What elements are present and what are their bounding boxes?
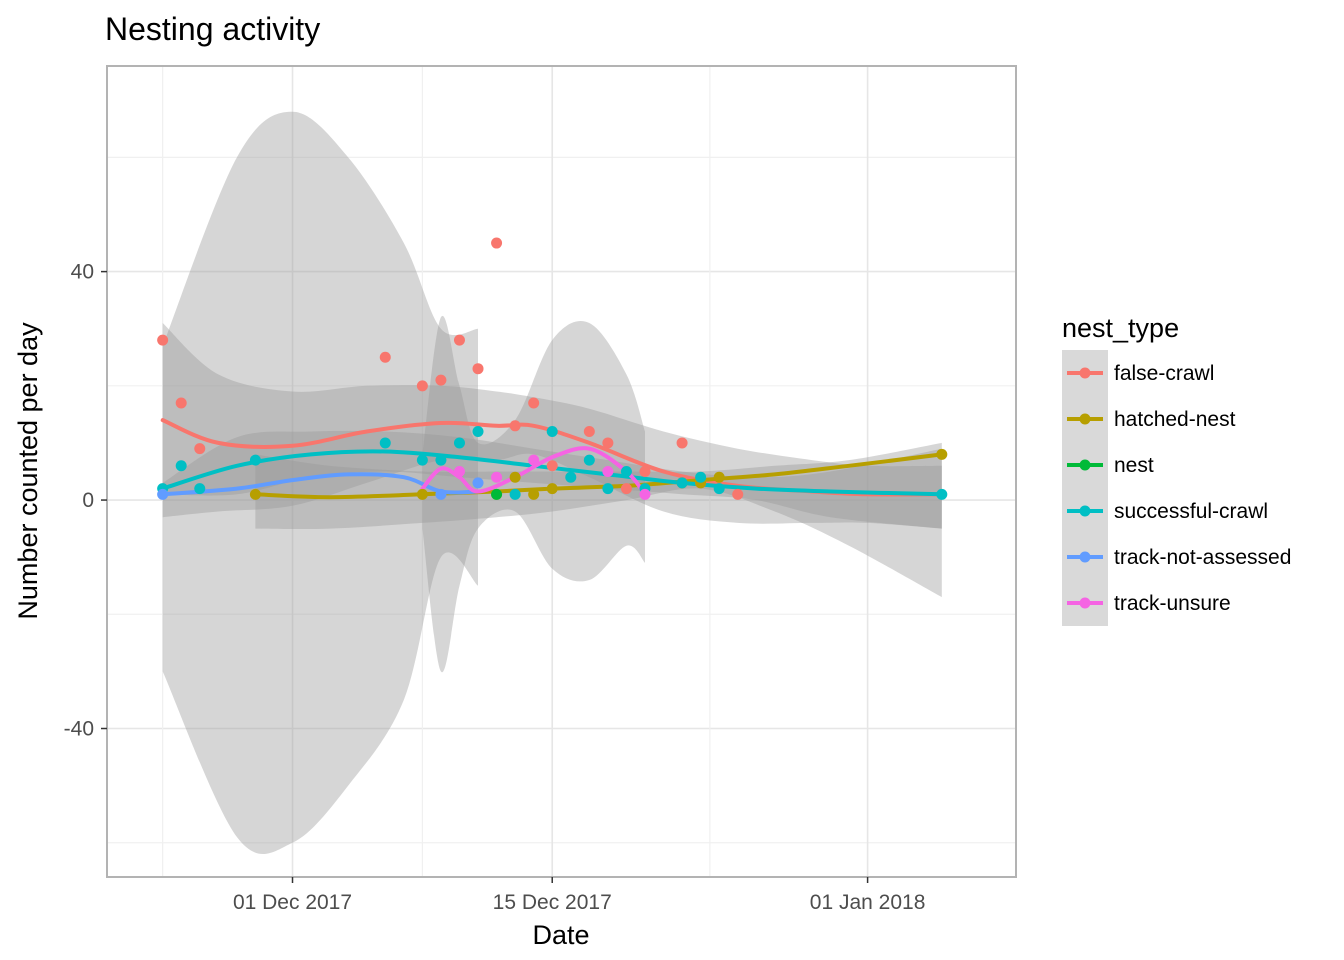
point-track-not-assessed <box>157 488 169 500</box>
data-points <box>157 237 948 500</box>
point-hatched-nest <box>713 471 725 483</box>
point-track-unsure <box>453 466 465 477</box>
legend-label-track-not-assessed: track-not-assessed <box>1114 546 1291 569</box>
legend-key-background <box>1062 350 1108 626</box>
point-false-crawl <box>583 426 595 438</box>
point-hatched-nest <box>936 448 948 460</box>
point-track-not-assessed <box>472 477 484 489</box>
point-successful-crawl <box>379 437 391 449</box>
point-successful-crawl <box>676 477 688 489</box>
point-successful-crawl <box>602 483 614 495</box>
point-successful-crawl <box>416 454 428 466</box>
point-successful-crawl <box>453 437 465 449</box>
legend-key-point-track-not-assessed <box>1079 551 1091 563</box>
x-axis-ticks: 01 Dec 2017 15 Dec 2017 01 Jan 2018 <box>233 877 925 914</box>
point-successful-crawl <box>713 483 725 495</box>
point-successful-crawl <box>194 483 206 495</box>
point-false-crawl <box>732 488 744 500</box>
legend-key-point-false-crawl <box>1079 367 1091 379</box>
point-successful-crawl <box>249 454 261 466</box>
legend-key-point-track-unsure <box>1079 597 1091 609</box>
legend-label-track-unsure: track-unsure <box>1114 592 1231 615</box>
legend-key-point-nest <box>1079 459 1091 471</box>
point-track-unsure <box>528 454 540 466</box>
legend-label-nest: nest <box>1114 454 1154 477</box>
legend-title: nest_type <box>1062 313 1179 343</box>
point-successful-crawl <box>695 471 707 483</box>
point-track-unsure <box>639 488 651 500</box>
x-tick-label: 01 Jan 2018 <box>810 891 926 914</box>
point-successful-crawl <box>509 488 521 500</box>
x-tick-label: 15 Dec 2017 <box>493 891 612 914</box>
point-false-crawl <box>676 437 688 449</box>
legend-label-hatched-nest: hatched-nest <box>1114 408 1236 431</box>
point-false-crawl <box>435 374 447 386</box>
point-false-crawl <box>472 363 484 375</box>
legend-label-successful-crawl: successful-crawl <box>1114 500 1268 523</box>
legend: nest_type false-crawl hatched-nest nest suc… <box>1062 313 1291 626</box>
smooth-line-hatched-nest <box>253 452 944 500</box>
point-false-crawl <box>639 466 651 477</box>
y-tick-label: 0 <box>82 489 94 512</box>
point-track-unsure <box>491 471 503 483</box>
y-axis-ticks: 40 0 -40 <box>64 261 107 741</box>
point-false-crawl <box>528 397 540 409</box>
legend-key-point-hatched-nest <box>1079 413 1091 425</box>
x-axis-title: Date <box>532 920 589 950</box>
point-successful-crawl <box>583 454 595 466</box>
point-successful-crawl <box>472 426 484 438</box>
point-hatched-nest <box>249 488 261 500</box>
point-successful-crawl <box>175 460 187 472</box>
point-successful-crawl <box>620 466 632 477</box>
point-false-crawl <box>416 380 428 392</box>
point-false-crawl <box>194 443 206 455</box>
point-successful-crawl <box>565 471 577 483</box>
legend-key-point-successful-crawl <box>1079 505 1091 517</box>
point-hatched-nest <box>509 471 521 483</box>
point-nest <box>491 488 503 500</box>
point-hatched-nest <box>528 488 540 500</box>
point-false-crawl <box>546 460 558 472</box>
y-axis-title: Number counted per day <box>13 322 43 620</box>
legend-label-false-crawl: false-crawl <box>1114 362 1214 385</box>
point-false-crawl <box>509 420 521 432</box>
point-false-crawl <box>602 437 614 449</box>
point-false-crawl <box>175 397 187 409</box>
point-false-crawl <box>620 483 632 495</box>
point-track-unsure <box>602 466 614 477</box>
plot-panel <box>107 66 1016 877</box>
point-false-crawl <box>157 334 169 346</box>
point-false-crawl <box>491 237 503 249</box>
confidence-band-track-not-assessed <box>162 111 478 854</box>
plot-border <box>106 65 1017 878</box>
chart-title: Nesting activity <box>105 11 320 47</box>
point-successful-crawl <box>936 488 948 500</box>
point-hatched-nest <box>546 483 558 495</box>
legend-entries: false-crawl hatched-nest nest successful-cr… <box>1067 362 1291 615</box>
grid-lines <box>107 66 1016 877</box>
point-false-crawl <box>379 351 391 363</box>
y-tick-label: -40 <box>64 718 94 741</box>
point-track-not-assessed <box>435 488 447 500</box>
point-successful-crawl <box>546 426 558 438</box>
point-successful-crawl <box>435 454 447 466</box>
y-tick-label: 40 <box>71 261 94 284</box>
x-tick-label: 01 Dec 2017 <box>233 891 352 914</box>
confidence-band-successful-crawl <box>162 430 942 529</box>
point-false-crawl <box>453 334 465 346</box>
point-hatched-nest <box>416 488 428 500</box>
